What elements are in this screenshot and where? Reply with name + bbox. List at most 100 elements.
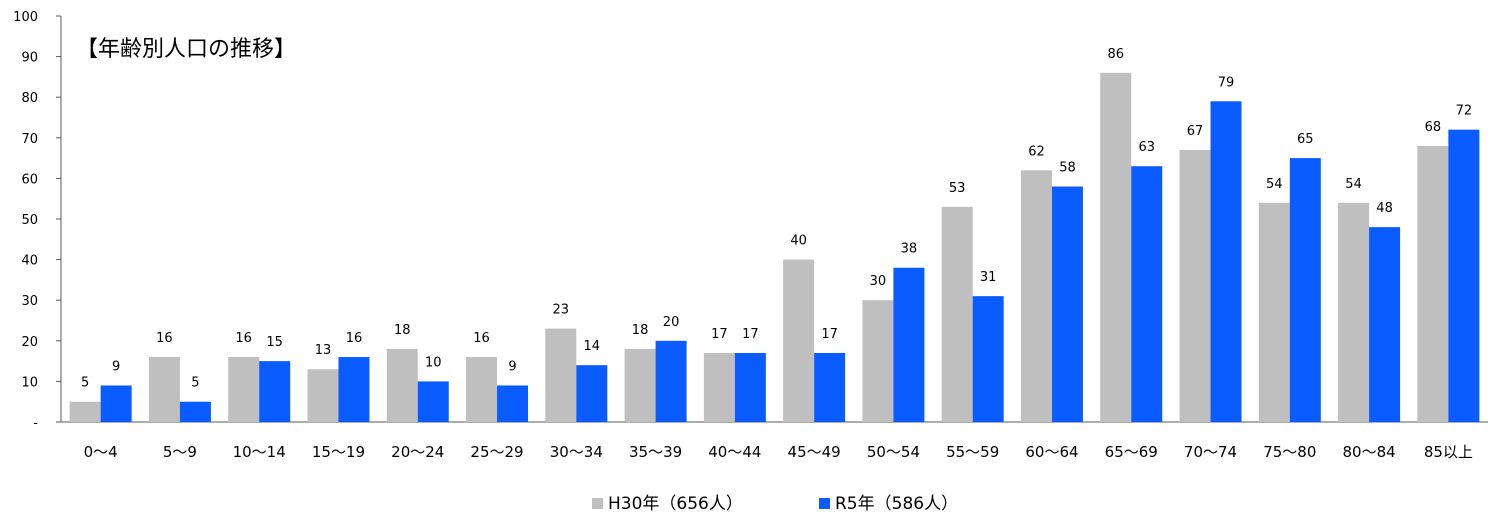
- data-label: 5: [81, 376, 89, 391]
- category-label: 85以上: [1424, 443, 1473, 461]
- data-label: 63: [1138, 140, 1155, 155]
- data-label: 17: [742, 327, 759, 342]
- data-label: 16: [235, 331, 252, 346]
- y-tick-label: 40: [21, 254, 38, 269]
- data-labels: 5 9 16 5 16 15 13 16 18 10 16 9 23 14 18 20 17 17 40 17 30 38…: [81, 47, 1472, 391]
- bar-r5: [576, 365, 608, 422]
- bar-h30: [545, 328, 577, 422]
- bar-h30: [1258, 202, 1290, 422]
- bar-h30: [783, 259, 815, 422]
- bar-h30: [1100, 72, 1132, 422]
- data-label: 54: [1266, 177, 1283, 192]
- data-label: 38: [901, 242, 918, 257]
- data-label: 58: [1059, 161, 1076, 176]
- bar-r5: [1289, 158, 1321, 422]
- data-label: 86: [1107, 47, 1124, 62]
- y-tick-label: 80: [21, 91, 38, 106]
- legend-entry: R5年（586人）: [835, 494, 958, 514]
- bar-r5: [179, 401, 211, 422]
- category-label: 10～14: [233, 443, 286, 461]
- bar-r5: [734, 352, 766, 422]
- data-label: 30: [870, 274, 887, 289]
- category-label: 25～29: [470, 443, 523, 461]
- y-tick-label: 50: [21, 213, 38, 228]
- bar-r5: [1051, 186, 1083, 422]
- bar-h30: [941, 206, 973, 422]
- data-label: 62: [1028, 144, 1045, 159]
- bar-r5: [972, 296, 1004, 422]
- category-label: 20～24: [391, 443, 444, 461]
- category-label: 50～54: [867, 443, 920, 461]
- category-label: 75～80: [1263, 443, 1316, 461]
- data-label: 72: [1456, 104, 1473, 119]
- data-label: 40: [790, 234, 807, 249]
- data-label: 9: [112, 359, 120, 374]
- bar-h30: [624, 348, 656, 422]
- legend-entry: H30年（656人）: [608, 494, 743, 514]
- data-label: 17: [821, 327, 838, 342]
- bar-h30: [466, 357, 498, 422]
- bar-h30: [1417, 145, 1449, 423]
- data-label: 16: [346, 331, 363, 346]
- bar-r5: [259, 361, 291, 422]
- data-label: 65: [1297, 132, 1314, 147]
- bar-h30: [386, 348, 418, 422]
- data-label: 9: [508, 359, 516, 374]
- bar-h30: [148, 357, 180, 422]
- data-label: 79: [1218, 75, 1235, 90]
- bar-r5: [814, 352, 846, 422]
- bar-r5: [417, 381, 449, 422]
- bar-h30: [1020, 170, 1052, 422]
- bar-r5: [893, 267, 925, 422]
- y-tick-label: 100: [13, 10, 38, 25]
- data-label: 5: [191, 376, 199, 391]
- data-label: 48: [1376, 201, 1393, 216]
- data-label: 14: [584, 339, 601, 354]
- y-tick-label: 60: [21, 172, 38, 187]
- bar-r5: [497, 385, 529, 422]
- bar-h30: [1338, 202, 1370, 422]
- bar-r5: [1448, 129, 1480, 422]
- bar-r5: [1210, 101, 1242, 422]
- bar-h30: [1179, 149, 1211, 423]
- category-labels: 0～4 5～9 10～14 15～19 20～24 25～29 30～34 35～39 40～4…: [84, 443, 1473, 461]
- bar-r5: [100, 385, 132, 422]
- y-tick-label: 30: [21, 294, 38, 309]
- legend-swatch: [819, 498, 830, 509]
- bar-h30: [307, 369, 339, 422]
- data-label: 31: [980, 270, 997, 285]
- data-label: 15: [266, 335, 283, 350]
- data-label: 10: [425, 355, 442, 370]
- data-label: 20: [663, 315, 680, 330]
- bar-r5: [1369, 227, 1401, 422]
- bar-r5: [1131, 166, 1163, 422]
- bar-h30: [228, 357, 260, 422]
- category-label: 35～39: [629, 443, 682, 461]
- data-label: 53: [949, 181, 966, 196]
- chart-title: 【年齢別人口の推移】: [76, 37, 296, 62]
- y-tick-label: 20: [21, 335, 38, 350]
- data-label: 17: [711, 327, 728, 342]
- category-label: 30～34: [550, 443, 603, 461]
- category-label: 55～59: [946, 443, 999, 461]
- bar-h30: [703, 352, 735, 422]
- legend-swatch: [592, 498, 603, 509]
- data-label: 54: [1345, 177, 1362, 192]
- y-tick-label: -: [33, 416, 38, 431]
- data-label: 68: [1425, 120, 1442, 135]
- data-label: 13: [315, 343, 332, 358]
- legend: H30年（656人） R5年（586人）: [592, 494, 958, 514]
- category-label: 0～4: [84, 443, 118, 461]
- data-label: 18: [632, 323, 649, 338]
- category-label: 70～74: [1184, 443, 1237, 461]
- bar-h30: [69, 401, 101, 422]
- category-label: 45～49: [788, 443, 841, 461]
- y-tick-label: 70: [21, 132, 38, 147]
- category-label: 60～64: [1025, 443, 1078, 461]
- category-label: 65～69: [1105, 443, 1158, 461]
- category-label: 15～19: [312, 443, 365, 461]
- category-label: 5～9: [163, 443, 197, 461]
- data-label: 16: [156, 331, 173, 346]
- category-label: 80～84: [1342, 443, 1395, 461]
- data-label: 67: [1187, 124, 1204, 139]
